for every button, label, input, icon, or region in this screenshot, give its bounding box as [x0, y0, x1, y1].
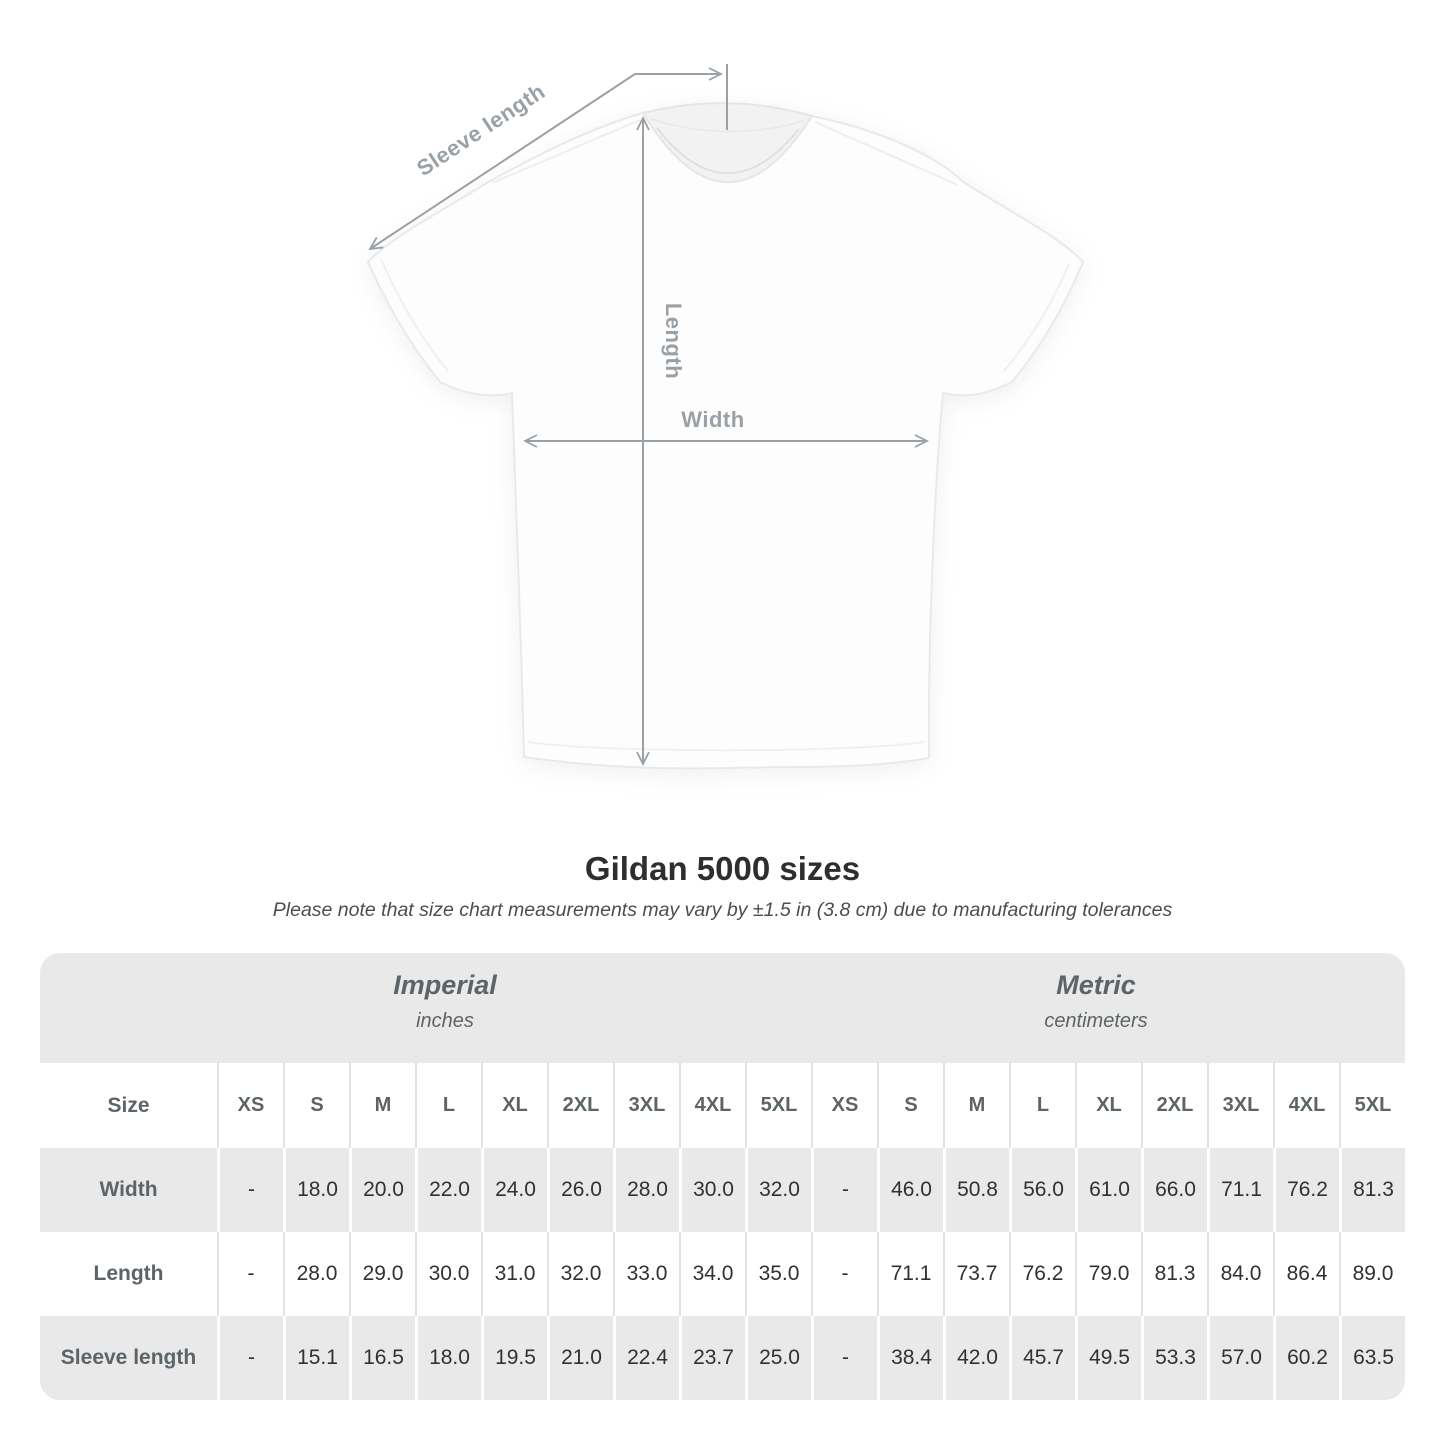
- value-cell-imperial: 29.0: [349, 1232, 415, 1316]
- value-cell-imperial: 30.0: [679, 1148, 745, 1232]
- size-header-metric: XL: [1075, 1063, 1141, 1148]
- value-cell-metric: 86.4: [1273, 1232, 1339, 1316]
- size-header-imperial: L: [415, 1063, 481, 1148]
- size-header-metric: XS: [811, 1063, 877, 1148]
- value-cell-imperial: 35.0: [745, 1232, 811, 1316]
- imperial-title: Imperial: [393, 970, 497, 1000]
- size-header-metric: 5XL: [1339, 1063, 1405, 1148]
- size-header-imperial: 3XL: [613, 1063, 679, 1148]
- tolerance-note: Please note that size chart measurements…: [272, 899, 1173, 921]
- value-cell-imperial: 23.7: [679, 1316, 745, 1400]
- value-cell-imperial: 16.5: [349, 1316, 415, 1400]
- value-cell-imperial: -: [217, 1232, 283, 1316]
- size-header-imperial: 2XL: [547, 1063, 613, 1148]
- value-cell-metric: 71.1: [1207, 1148, 1273, 1232]
- size-header-imperial: M: [349, 1063, 415, 1148]
- size-header-metric: 4XL: [1273, 1063, 1339, 1148]
- size-header-metric: 3XL: [1207, 1063, 1273, 1148]
- imperial-header: Imperial inches: [393, 970, 497, 1033]
- value-cell-imperial: 32.0: [745, 1148, 811, 1232]
- value-cell-metric: 76.2: [1273, 1148, 1339, 1232]
- row-label: Length: [40, 1232, 217, 1316]
- imperial-unit: inches: [416, 1010, 474, 1032]
- tshirt-diagram-svg: Sleeve length Length Width: [366, 64, 1085, 770]
- value-cell-metric: 81.3: [1141, 1232, 1207, 1316]
- value-cell-metric: -: [811, 1316, 877, 1400]
- value-cell-imperial: 18.0: [415, 1316, 481, 1400]
- value-cell-metric: 49.5: [1075, 1316, 1141, 1400]
- page-title: Gildan 5000 sizes: [584, 850, 861, 887]
- size-table: Imperial inches Metric centimeters Size X…: [40, 953, 1405, 1400]
- size-header-metric: 2XL: [1141, 1063, 1207, 1148]
- value-cell-imperial: 30.0: [415, 1232, 481, 1316]
- value-cell-metric: 79.0: [1075, 1232, 1141, 1316]
- value-cell-imperial: 25.0: [745, 1316, 811, 1400]
- size-header-imperial: 5XL: [745, 1063, 811, 1148]
- value-cell-imperial: 18.0: [283, 1148, 349, 1232]
- value-cell-metric: 45.7: [1009, 1316, 1075, 1400]
- value-cell-metric: 50.8: [943, 1148, 1009, 1232]
- value-cell-imperial: 28.0: [283, 1232, 349, 1316]
- value-cell-metric: 61.0: [1075, 1148, 1141, 1232]
- value-cell-metric: 76.2: [1009, 1232, 1075, 1316]
- tshirt-illustration: [366, 102, 1085, 770]
- size-column-header: Size: [40, 1063, 217, 1148]
- size-header-imperial: XL: [481, 1063, 547, 1148]
- value-cell-metric: 57.0: [1207, 1316, 1273, 1400]
- value-cell-metric: 71.1: [877, 1232, 943, 1316]
- metric-header: Metric centimeters: [1044, 970, 1147, 1033]
- tshirt-diagram: Sleeve length Length Width: [366, 64, 1085, 770]
- value-cell-imperial: 28.0: [613, 1148, 679, 1232]
- value-cell-metric: 38.4: [877, 1316, 943, 1400]
- value-cell-imperial: -: [217, 1316, 283, 1400]
- value-cell-imperial: 22.4: [613, 1316, 679, 1400]
- value-cell-metric: 63.5: [1339, 1316, 1405, 1400]
- value-cell-imperial: 15.1: [283, 1316, 349, 1400]
- length-label: Length: [661, 303, 686, 379]
- value-cell-imperial: 31.0: [481, 1232, 547, 1316]
- value-cell-metric: 84.0: [1207, 1232, 1273, 1316]
- value-cell-metric: -: [811, 1232, 877, 1316]
- row-label: Sleeve length: [40, 1316, 217, 1400]
- unit-header-band: Imperial inches Metric centimeters: [40, 953, 1405, 1063]
- value-cell-metric: 53.3: [1141, 1316, 1207, 1400]
- value-cell-metric: 66.0: [1141, 1148, 1207, 1232]
- dimension-lines: [370, 64, 927, 764]
- value-cell-metric: 73.7: [943, 1232, 1009, 1316]
- value-cell-imperial: 20.0: [349, 1148, 415, 1232]
- metric-title: Metric: [1056, 970, 1136, 1000]
- size-header-imperial: S: [283, 1063, 349, 1148]
- value-cell-metric: -: [811, 1148, 877, 1232]
- size-grid: Size XS S M L XL 2XL 3XL 4XL 5XL XS S M L XL 2XL 3XL 4XL 5…: [40, 1063, 1405, 1400]
- value-cell-metric: 46.0: [877, 1148, 943, 1232]
- sleeve-length-arrow: [370, 73, 636, 249]
- value-cell-imperial: 32.0: [547, 1232, 613, 1316]
- size-header-metric: S: [877, 1063, 943, 1148]
- size-header-metric: M: [943, 1063, 1009, 1148]
- value-cell-imperial: 21.0: [547, 1316, 613, 1400]
- size-header-metric: L: [1009, 1063, 1075, 1148]
- value-cell-metric: 81.3: [1339, 1148, 1405, 1232]
- value-cell-metric: 56.0: [1009, 1148, 1075, 1232]
- title-block: Gildan 5000 sizes Please note that size …: [0, 850, 1445, 922]
- value-cell-imperial: 26.0: [547, 1148, 613, 1232]
- width-label: Width: [681, 407, 744, 432]
- metric-unit: centimeters: [1044, 1010, 1148, 1032]
- size-header-imperial: XS: [217, 1063, 283, 1148]
- value-cell-imperial: 22.0: [415, 1148, 481, 1232]
- size-header-imperial: 4XL: [679, 1063, 745, 1148]
- value-cell-imperial: 34.0: [679, 1232, 745, 1316]
- value-cell-imperial: 24.0: [481, 1148, 547, 1232]
- value-cell-metric: 60.2: [1273, 1316, 1339, 1400]
- value-cell-imperial: -: [217, 1148, 283, 1232]
- value-cell-metric: 89.0: [1339, 1232, 1405, 1316]
- value-cell-imperial: 33.0: [613, 1232, 679, 1316]
- value-cell-metric: 42.0: [943, 1316, 1009, 1400]
- value-cell-imperial: 19.5: [481, 1316, 547, 1400]
- row-label: Width: [40, 1148, 217, 1232]
